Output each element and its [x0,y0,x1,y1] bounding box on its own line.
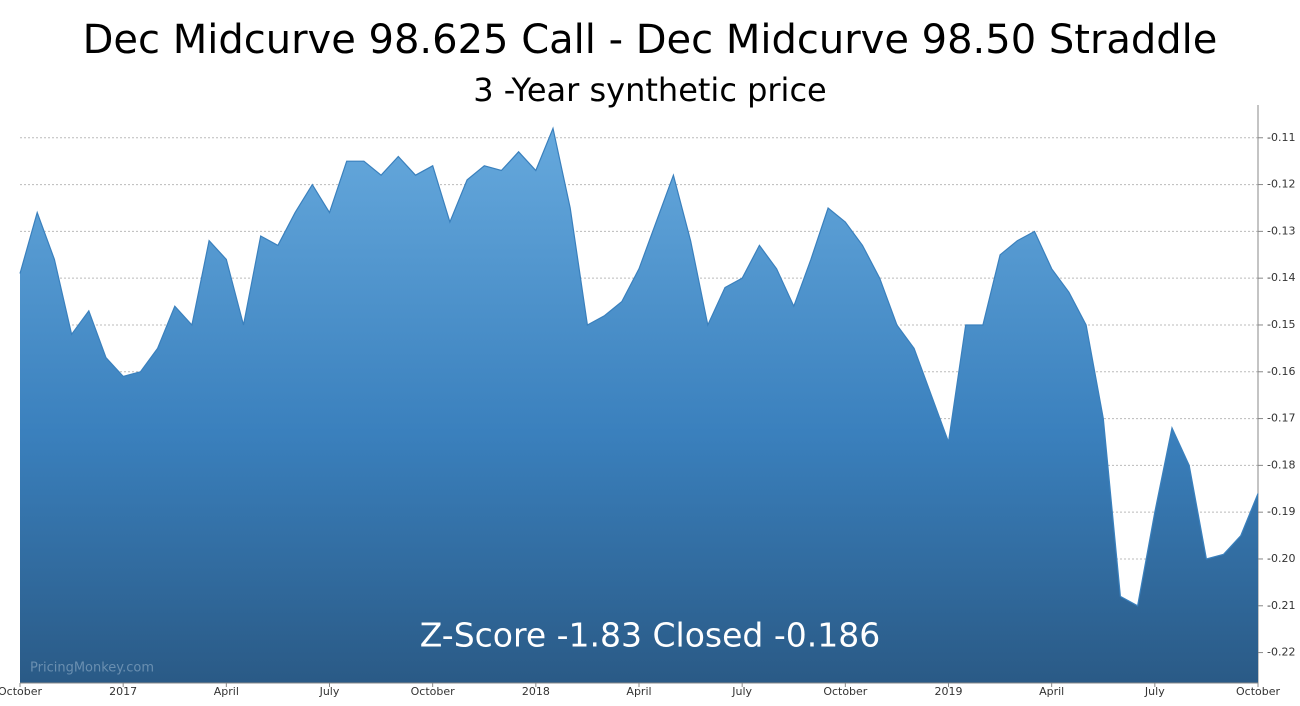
plot-area [19,126,1259,683]
x-tick-label: July [319,685,340,698]
y-tick-label: -0.15 [1267,318,1295,331]
y-tick-label: -0.22 [1267,646,1295,659]
area [20,128,1258,683]
chart-title: Dec Midcurve 98.625 Call - Dec Midcurve … [83,17,1218,63]
y-tick-label: -0.13 [1267,224,1295,237]
x-tick-label: 2019 [935,685,963,698]
y-tick-label: -0.16 [1267,365,1295,378]
y-tick-label: -0.17 [1267,412,1295,425]
chart-subtitle: 3 -Year synthetic price [473,71,826,109]
x-tick-label: 2018 [522,685,550,698]
x-tick-label: April [1039,685,1064,698]
y-tick-label: -0.12 [1267,178,1295,191]
watermark: PricingMonkey.com [30,661,154,676]
x-tick-label: July [1144,685,1165,698]
x-tick-label: April [214,685,239,698]
x-tick-label: July [731,685,752,698]
x-tick-label: October [0,685,42,698]
x-tick-label: 2017 [109,685,137,698]
y-tick-label: -0.14 [1267,271,1295,284]
y-tick-label: -0.21 [1267,599,1295,612]
grid: -0.11 -0.12 -0.13 -0.14 -0.15 -0.16 -0.17 -0.18… [20,105,1295,683]
annotation: Z-Score -1.83 Closed -0.186 [420,616,880,655]
x-tick-label: October [823,685,867,698]
area-line [19,126,1259,607]
y-tick-label: -0.11 [1267,131,1295,144]
x-tick-label: October [1236,685,1280,698]
y-tick-label: -0.20 [1267,552,1295,565]
x-tick-label: April [626,685,651,698]
x-tick-label: October [411,685,455,698]
y-tick-label: -0.18 [1267,458,1295,471]
y-tick-label: -0.19 [1267,505,1295,518]
